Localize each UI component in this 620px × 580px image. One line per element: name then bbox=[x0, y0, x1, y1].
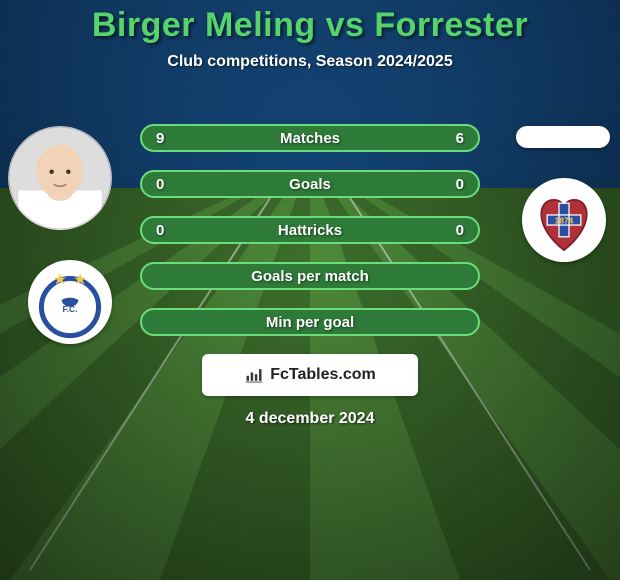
page-title: Birger Meling vs Forrester bbox=[0, 0, 620, 45]
stat-left-value: 0 bbox=[156, 222, 196, 239]
stat-left-value: 0 bbox=[156, 176, 196, 193]
stat-right-value: 6 bbox=[424, 130, 464, 147]
date: 4 december 2024 bbox=[0, 410, 620, 428]
stat-bar-hattricks: 0Hattricks0 bbox=[140, 216, 480, 244]
stat-left-value: 9 bbox=[156, 130, 196, 147]
subtitle: Club competitions, Season 2024/2025 bbox=[0, 53, 620, 71]
stat-label: Min per goal bbox=[196, 314, 424, 331]
stat-label: Goals bbox=[196, 176, 424, 193]
stat-bar-goals-per-match: Goals per match bbox=[140, 262, 480, 290]
player-photo-right bbox=[516, 126, 610, 148]
fctables-text: FcTables.com bbox=[270, 366, 376, 384]
stat-right-value: 0 bbox=[424, 176, 464, 193]
stat-label: Matches bbox=[196, 130, 424, 147]
player-photo-left bbox=[8, 126, 112, 230]
fctables-badge[interactable]: FcTables.com bbox=[202, 354, 418, 396]
stats-container: 9Matches60Goals00Hattricks0Goals per mat… bbox=[140, 124, 480, 354]
stat-right-value: 0 bbox=[424, 222, 464, 239]
chart-icon bbox=[244, 365, 264, 385]
stat-bar-matches: 9Matches6 bbox=[140, 124, 480, 152]
club-badge-right: 1874 bbox=[522, 178, 606, 262]
svg-text:1874: 1874 bbox=[555, 215, 574, 225]
club-badge-left: F.C. bbox=[28, 260, 112, 344]
stat-label: Hattricks bbox=[196, 222, 424, 239]
stat-label: Goals per match bbox=[196, 268, 424, 285]
stat-bar-goals: 0Goals0 bbox=[140, 170, 480, 198]
stat-bar-min-per-goal: Min per goal bbox=[140, 308, 480, 336]
